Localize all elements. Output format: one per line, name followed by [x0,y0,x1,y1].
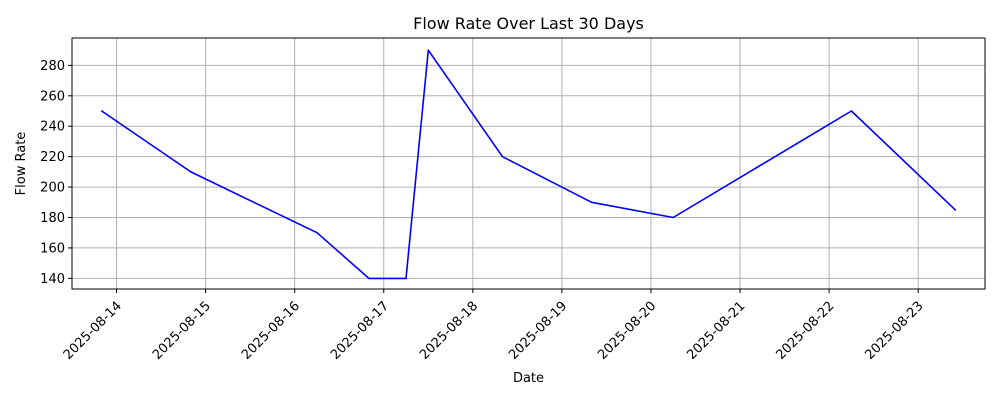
y-tick-label: 200 [40,181,65,196]
y-axis-label: Flow Rate [14,132,29,196]
grid [72,38,985,289]
y-tick-label: 160 [40,241,65,256]
y-axis-ticks: 140 160 180 200 220 240 260 280 [40,59,72,287]
data-point [189,171,192,173]
data-point [405,277,407,280]
chart-title: Flow Rate Over Last 30 Days [413,14,644,33]
y-tick-label: 240 [40,120,65,135]
plot-frame [71,37,986,290]
data-point [501,155,504,158]
data-point [316,231,318,234]
y-tick-label: 220 [40,150,65,165]
y-tick-label: 180 [40,211,65,226]
series-layer [100,49,957,280]
data-point [427,49,430,51]
y-tick-label: 280 [40,59,65,74]
x-axis-label: Date [513,371,544,386]
data-point [672,216,675,219]
data-point [368,277,370,280]
y-tick-label: 140 [40,272,65,287]
data-point [100,110,103,112]
data-point [590,201,593,204]
y-tick-label: 260 [40,89,65,104]
data-point [954,209,957,211]
data-point [850,110,853,112]
